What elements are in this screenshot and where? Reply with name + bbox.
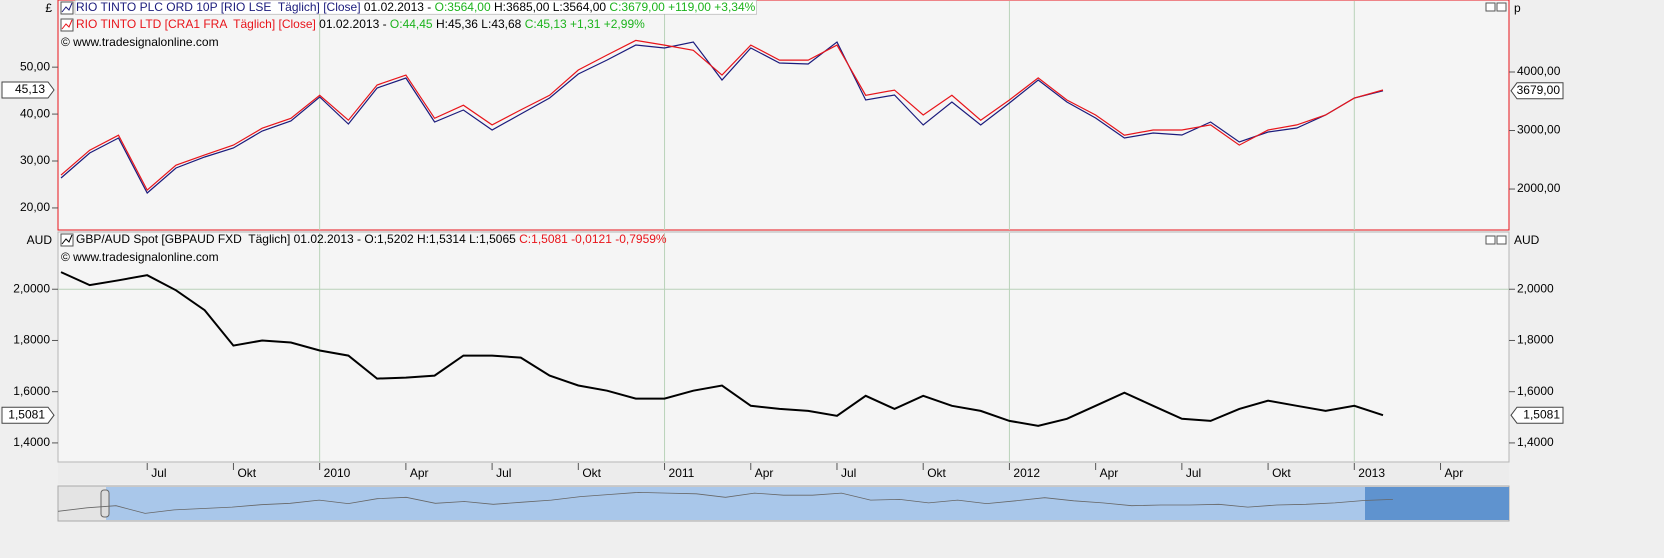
last-value-tag xyxy=(1510,406,1564,424)
y-tick-label: 40,00 xyxy=(20,106,50,120)
x-tick-label: Jul xyxy=(841,466,856,480)
button[interactable] xyxy=(1485,235,1496,245)
y-tick-label: 50,00 xyxy=(20,59,50,73)
series-line xyxy=(60,41,1384,194)
legend-entry: GBP/AUD Spot [GBPAUD FXD Täglich] 01.02.… xyxy=(76,232,667,246)
x-tick-label: 2012 xyxy=(1013,466,1040,480)
x-tick-label: Apr xyxy=(1100,466,1119,480)
navigator-right xyxy=(1365,487,1509,520)
source: © www.tradesignalonline.com xyxy=(61,35,219,49)
y2-tick-label: 4000,00 xyxy=(1517,64,1561,78)
y-tick-label: 2,0000 xyxy=(13,281,50,295)
y-tick-label: 1,6000 xyxy=(13,384,50,398)
y2-tick-label: 1,6000 xyxy=(1517,384,1554,398)
navigator-line xyxy=(57,491,1393,514)
legend-swatch xyxy=(61,2,73,13)
y2-tick-label: 3000,00 xyxy=(1517,123,1561,137)
top-panel xyxy=(57,0,1510,231)
x-tick-label: Apr xyxy=(755,466,774,480)
last-value-tag xyxy=(1510,82,1564,100)
last-value-label: 45,13 xyxy=(15,82,45,96)
y2-unit: AUD xyxy=(1514,233,1540,247)
quote: 01.02.2013 - O:1,5202 H:1,5314 L:1,5065 xyxy=(290,232,519,246)
x-axis-band xyxy=(58,463,1509,484)
series-name: GBP/AUD Spot [GBPAUD FXD Täglich] xyxy=(76,232,290,246)
series-name: RIO TINTO PLC ORD 10P [RIO LSE Täglich] … xyxy=(76,0,361,14)
quote: H:45,36 L:43,68 xyxy=(433,17,525,31)
quote: C:45,13 +1,31 +2,99% xyxy=(525,17,645,31)
x-tick-label: Okt xyxy=(1272,466,1291,480)
navigator-window[interactable] xyxy=(106,487,1365,520)
quote: C:3679,00 +119,00 +3,34% xyxy=(609,0,755,14)
button[interactable] xyxy=(1496,235,1507,245)
legend-swatch xyxy=(61,19,73,30)
x-tick-label: Okt xyxy=(927,466,946,480)
x-tick-label: Jul xyxy=(1186,466,1201,480)
x-tick-label: Apr xyxy=(1445,466,1464,480)
series-name: RIO TINTO LTD [CRA1 FRA Täglich] [Close] xyxy=(76,17,316,31)
y-unit: £ xyxy=(45,1,52,15)
series-line xyxy=(60,271,1384,427)
last-value-tag xyxy=(1,81,55,99)
x-tick-label: Jul xyxy=(151,466,166,480)
quote: O:3564,00 xyxy=(435,0,491,14)
quote: 01.02.2013 - xyxy=(361,0,435,14)
y2-tick-label: 1,4000 xyxy=(1517,435,1554,449)
bottom-panel xyxy=(57,231,1510,463)
y2-tick-label: 2,0000 xyxy=(1517,281,1554,295)
x-tick-label: 2010 xyxy=(324,466,351,480)
legend-entry: RIO TINTO PLC ORD 10P [RIO LSE Täglich] … xyxy=(76,0,756,14)
source: © www.tradesignalonline.com xyxy=(61,250,219,264)
last-value-label: 1,5081 xyxy=(8,407,45,421)
x-tick-label: 2011 xyxy=(669,466,695,480)
legend-entry: RIO TINTO LTD [CRA1 FRA Täglich] [Close]… xyxy=(76,17,645,31)
y-tick-label: 20,00 xyxy=(20,200,50,214)
quote: C:1,5081 -0,0121 -0,7959% xyxy=(519,232,667,246)
y-unit: AUD xyxy=(27,233,53,247)
y2-unit: p xyxy=(1514,1,1521,15)
button[interactable] xyxy=(1485,2,1496,12)
legend-swatch xyxy=(61,234,73,245)
x-tick-label: Apr xyxy=(410,466,429,480)
y2-tick-label: 2000,00 xyxy=(1517,181,1561,195)
button[interactable] xyxy=(1496,2,1507,12)
window-buttons xyxy=(1485,2,1507,245)
y-tick-label: 30,00 xyxy=(20,153,50,167)
y-tick-label: 1,4000 xyxy=(13,435,50,449)
series-line xyxy=(60,39,1384,192)
legend-highlight xyxy=(74,0,757,15)
x-tick-label: Jul xyxy=(496,466,511,480)
last-value-label: 3679,00 xyxy=(1517,83,1561,97)
quote: O:44,45 xyxy=(390,17,433,31)
navigator-handle[interactable] xyxy=(100,489,110,518)
last-value-tag xyxy=(1,406,55,424)
y2-tick-label: 1,8000 xyxy=(1517,333,1554,347)
x-tick-label: 2013 xyxy=(1358,466,1385,480)
x-tick-label: Okt xyxy=(237,466,256,480)
last-value-label: 1,5081 xyxy=(1523,407,1560,421)
x-tick-label: Okt xyxy=(582,466,601,480)
y-tick-label: 1,8000 xyxy=(13,333,50,347)
quote: 01.02.2013 - xyxy=(316,17,390,31)
quote: H:3685,00 L:3564,00 xyxy=(491,0,610,14)
